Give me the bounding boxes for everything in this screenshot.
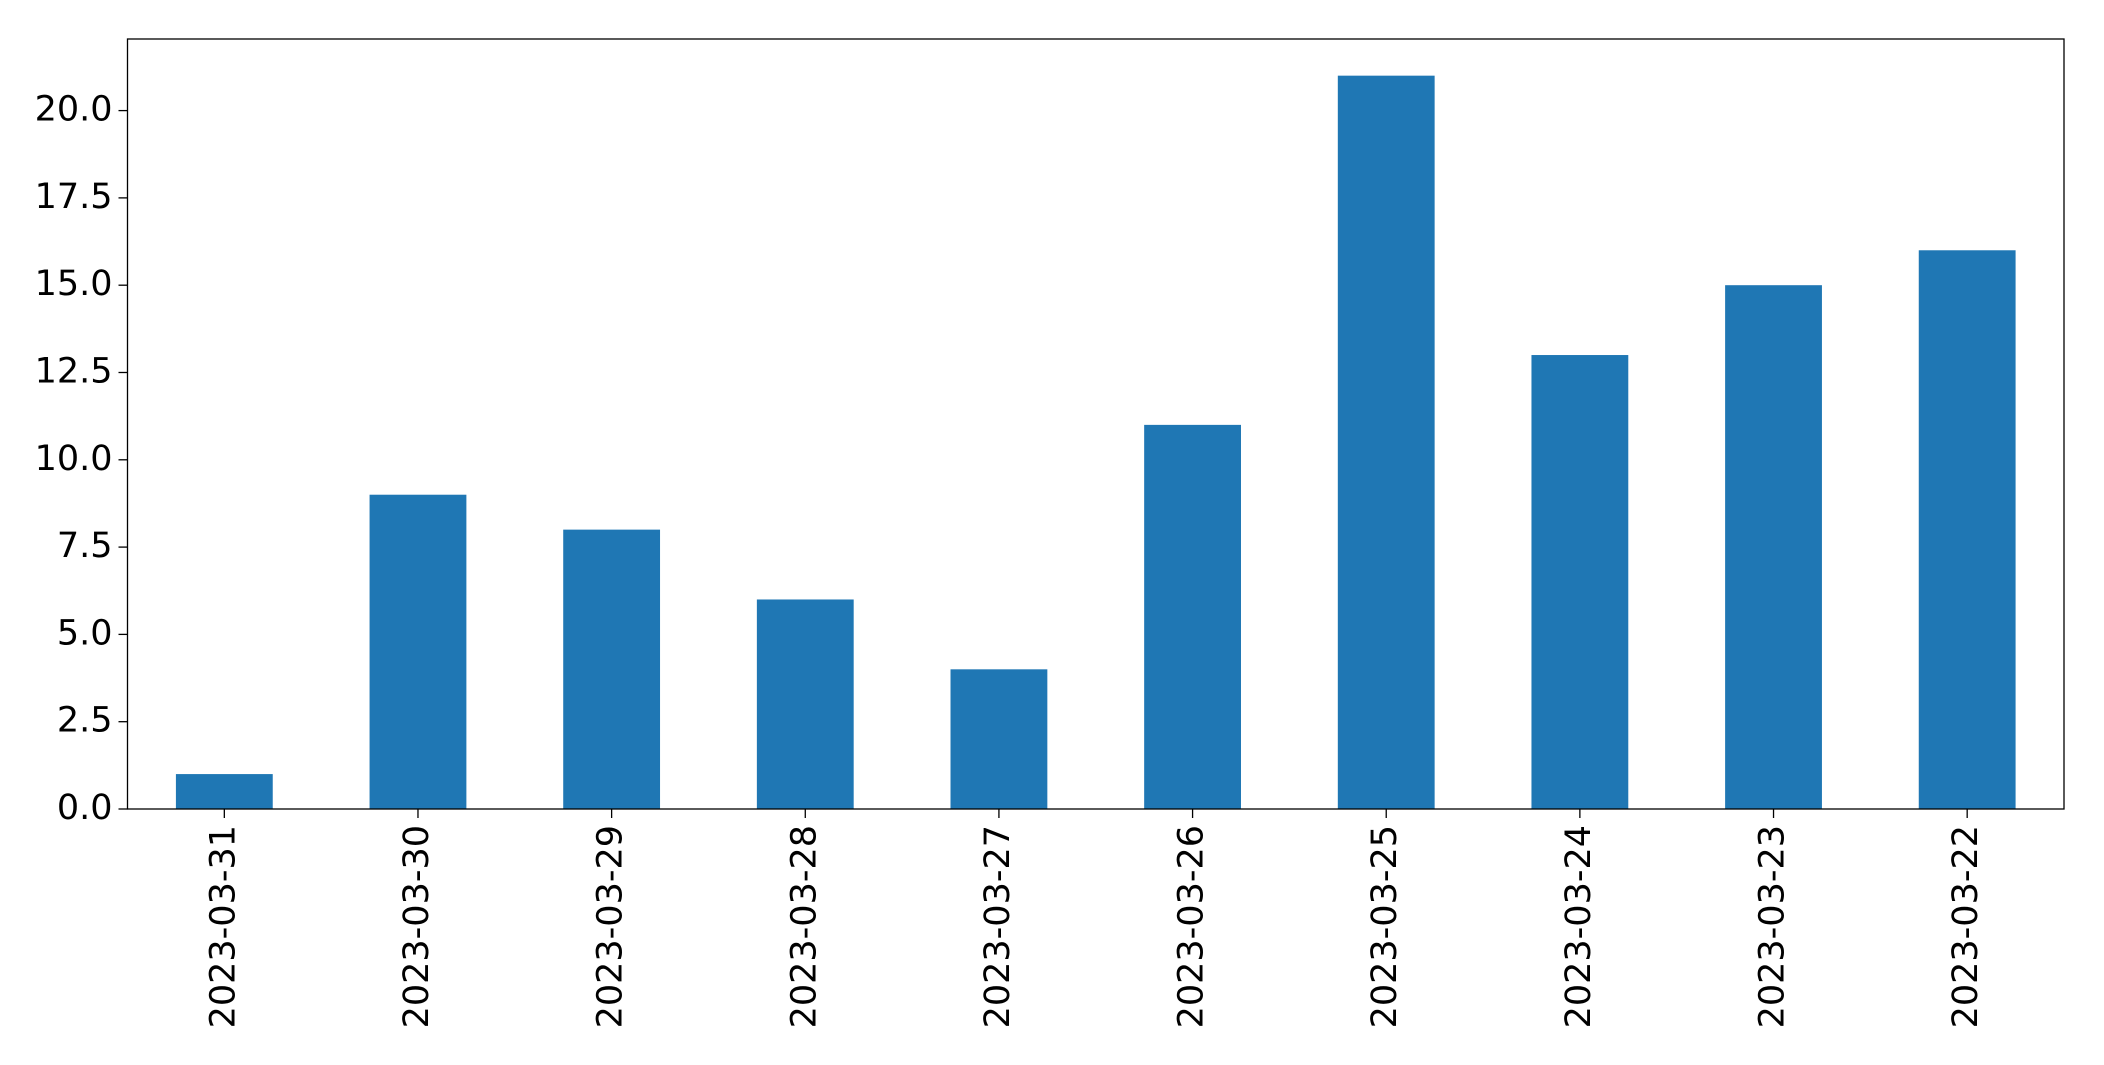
x-tick-label: 2023-03-23: [1753, 825, 1793, 1028]
bar: [1918, 250, 2016, 809]
bar: [563, 529, 661, 809]
bar: [1337, 75, 1435, 809]
plot-frame: [126, 38, 2065, 810]
x-tick-label: 2023-03-30: [397, 825, 437, 1028]
y-tick-label: 7.5: [57, 526, 113, 566]
bar: [1531, 355, 1629, 809]
bar: [369, 494, 467, 809]
bar: [756, 599, 854, 809]
x-tick-label: 2023-03-22: [1946, 825, 1986, 1028]
x-tick-label: 2023-03-25: [1365, 825, 1405, 1028]
x-tick-label: 2023-03-24: [1559, 825, 1599, 1028]
y-tick-label: 2.5: [57, 701, 113, 741]
x-tick-label: 2023-03-27: [978, 825, 1018, 1028]
y-tick-label: 0.0: [57, 788, 113, 828]
x-tick-label: 2023-03-28: [784, 825, 824, 1028]
x-tick-label: 2023-03-31: [203, 825, 243, 1028]
x-tick-label: 2023-03-26: [1172, 825, 1212, 1028]
bar: [950, 669, 1048, 809]
x-tick-label: 2023-03-29: [591, 825, 631, 1028]
y-tick-label: 15.0: [35, 264, 113, 304]
y-tick-label: 12.5: [35, 351, 113, 391]
bar: [175, 774, 273, 809]
y-tick-label: 5.0: [57, 613, 113, 653]
y-tick-label: 10.0: [35, 439, 113, 479]
bar: [1144, 424, 1241, 809]
y-tick-label: 20.0: [35, 90, 113, 130]
y-tick-label: 17.5: [35, 177, 113, 217]
bar: [1725, 285, 1822, 809]
